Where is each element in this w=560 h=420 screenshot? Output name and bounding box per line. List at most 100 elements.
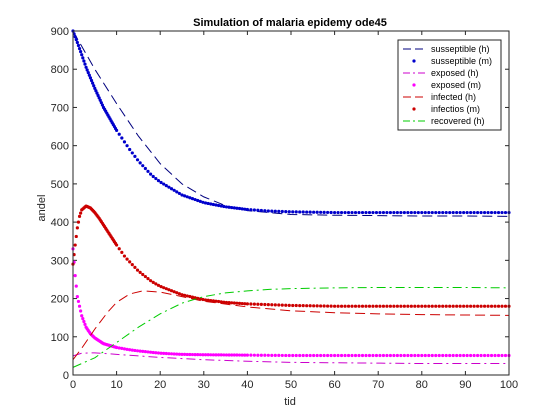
series-point: [476, 353, 480, 358]
x-tick-label: 10: [110, 379, 122, 391]
series-point: [77, 214, 82, 218]
series-point: [75, 40, 79, 45]
series-point: [115, 243, 119, 247]
series-point: [149, 350, 153, 354]
series-point: [237, 353, 242, 357]
series-line: [72, 286, 510, 368]
series-point: [133, 154, 137, 158]
series-point: [353, 353, 358, 358]
series-point: [413, 304, 417, 308]
series-point: [180, 352, 184, 356]
legend-label: infectios (m): [431, 104, 480, 114]
series-point: [360, 210, 365, 215]
series-point: [143, 274, 147, 279]
series-point: [469, 353, 473, 358]
series-point: [74, 38, 78, 42]
series-point: [190, 295, 195, 299]
series-point: [273, 353, 277, 357]
series-point: [462, 353, 466, 358]
series-point: [496, 353, 501, 358]
series-point: [224, 300, 229, 305]
series-point: [224, 353, 229, 357]
series-point: [465, 210, 469, 215]
y-tick-label: 600: [51, 141, 69, 153]
series-point: [472, 353, 476, 358]
series-point: [444, 353, 448, 358]
series-point: [305, 353, 309, 358]
series-point: [343, 353, 347, 358]
series-point: [315, 353, 319, 358]
series-point: [230, 205, 234, 210]
series-point: [143, 166, 147, 171]
series-point: [326, 304, 330, 308]
series-point: [162, 286, 166, 290]
series-point: [413, 353, 417, 358]
series-point: [230, 301, 234, 305]
legend-item: susseptible (m): [412, 56, 492, 66]
series-point: [146, 350, 150, 354]
series-point: [462, 304, 466, 308]
series-point: [277, 353, 281, 357]
series-point: [333, 210, 337, 215]
series-point: [308, 353, 312, 358]
series-point: [395, 210, 399, 215]
series-point: [476, 210, 480, 215]
series-point: [339, 304, 344, 308]
series-point: [333, 353, 337, 358]
series-point: [219, 300, 223, 304]
series-point: [364, 210, 368, 215]
series-point: [343, 304, 347, 308]
series-point: [430, 353, 434, 358]
series-point: [98, 98, 102, 102]
series-point: [249, 353, 253, 357]
series-point: [346, 353, 351, 358]
series-point: [339, 210, 344, 215]
series-2: [72, 352, 509, 365]
y-axis-label: andel: [36, 195, 48, 222]
series-point: [346, 210, 351, 215]
series-point: [86, 70, 90, 75]
series-point: [84, 65, 88, 69]
series-point: [164, 184, 168, 188]
series-point: [203, 201, 208, 205]
series-point: [479, 353, 483, 358]
series-point: [294, 353, 298, 358]
legend-item: infectios (m): [412, 104, 480, 114]
series-point: [329, 353, 333, 358]
series-point: [217, 203, 221, 208]
series-point: [79, 50, 83, 54]
series-point: [472, 304, 476, 308]
series-point: [441, 210, 445, 215]
series-point: [82, 59, 86, 63]
series-point: [190, 352, 195, 357]
series-point: [406, 353, 410, 358]
y-tick-label: 0: [63, 370, 69, 382]
series-point: [350, 353, 354, 358]
series-point: [360, 304, 365, 308]
series-point: [357, 304, 361, 308]
legend-label: susseptible (m): [431, 56, 492, 66]
series-point: [217, 353, 221, 357]
series-point: [245, 207, 249, 212]
series-point: [143, 350, 147, 354]
series-point: [451, 210, 455, 215]
series-point: [193, 352, 197, 357]
series-point: [81, 317, 85, 321]
series-point: [482, 210, 487, 215]
series-point: [301, 210, 305, 214]
series-point: [188, 352, 192, 357]
series-point: [388, 353, 393, 358]
axis-ticks: 0 10 20 30 40 50 60 70 80 90 100 0 100 200 300 400 500 60…: [51, 26, 519, 391]
series-point: [117, 346, 121, 350]
series-point: [263, 209, 267, 213]
series-point: [437, 210, 441, 215]
series-point: [175, 352, 179, 356]
series-point: [416, 210, 420, 215]
series-point: [185, 294, 189, 298]
series-point: [291, 353, 295, 358]
series-point: [374, 304, 379, 308]
series-point: [430, 210, 434, 215]
series-point: [413, 210, 417, 215]
x-tick-label: 80: [416, 379, 428, 391]
legend-marker: [412, 107, 416, 111]
